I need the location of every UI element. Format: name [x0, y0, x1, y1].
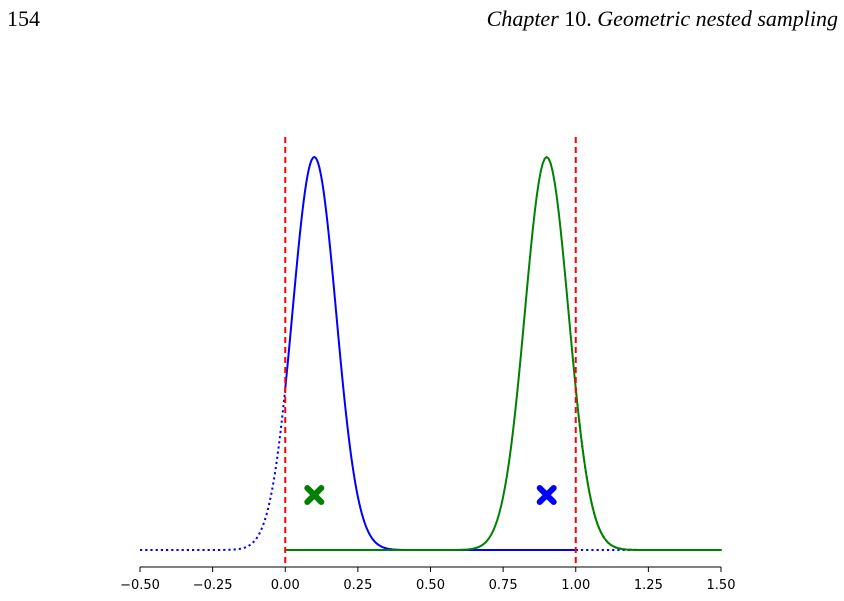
plot-lines — [140, 155, 722, 551]
page-header: 154 Chapter 10. Geometric nested samplin… — [0, 0, 844, 40]
chapter-title: Geometric nested sampling — [597, 6, 838, 31]
plot-markers — [304, 484, 557, 505]
x-tick-label-3: 0.25 — [343, 578, 372, 593]
chapter-number: 10. — [564, 6, 592, 31]
series-3-dotted-line-0 — [574, 388, 663, 551]
x-tick-label-0: −0.50 — [120, 578, 160, 593]
x-tick-label-5: 0.75 — [489, 578, 518, 593]
series-2-line-0 — [284, 155, 722, 551]
running-title: Chapter 10. Geometric nested sampling — [487, 6, 838, 32]
x-marker-0 — [304, 484, 325, 505]
x-tick-label-7: 1.25 — [634, 578, 663, 593]
chapter-prefix: Chapter — [486, 6, 559, 31]
series-0-line-0 — [284, 155, 577, 551]
x-tick-label-6: 1.00 — [561, 578, 590, 593]
x-tick-label-4: 0.50 — [416, 578, 445, 593]
x-tick-label-8: 1.50 — [707, 578, 736, 593]
x-marker-1 — [536, 484, 557, 505]
x-axis: −0.50 −0.25 0.00 0.25 0.50 0.75 1.00 1.25 1.50 — [120, 566, 736, 593]
series-1-dotted-line-0 — [140, 388, 287, 551]
x-tick-label-2: 0.00 — [271, 578, 300, 593]
x-tick-label-1: −0.25 — [193, 578, 233, 593]
boundary-lines — [284, 137, 577, 566]
page-number: 154 — [7, 6, 40, 31]
